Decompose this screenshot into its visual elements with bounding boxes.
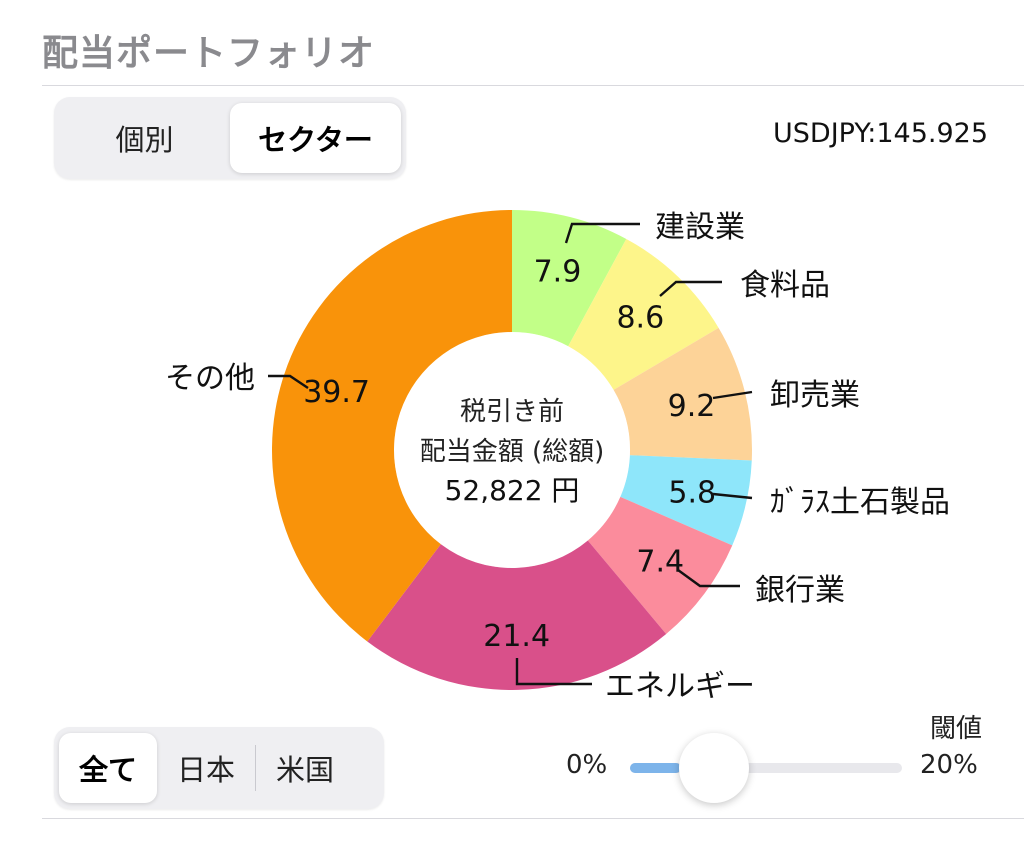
slice-sector-label: 建設業 (655, 210, 745, 245)
slice-4[interactable] (587, 496, 733, 634)
tab-individual[interactable]: 個別 (115, 123, 174, 157)
divider (255, 745, 256, 791)
leader-line (712, 390, 753, 400)
slice-value-label: 9.2 (668, 389, 716, 424)
tab-sector[interactable]: セクター (230, 103, 401, 173)
chart-center (410, 348, 614, 552)
divider (42, 818, 1024, 819)
slice-sector-label: 卸売業 (770, 378, 860, 413)
leader-line (268, 374, 309, 389)
slice-sector-label: 銀行業 (755, 573, 845, 608)
slice-sector-label: エネルギー (605, 669, 755, 704)
threshold-slider[interactable] (630, 733, 902, 803)
leader-line (712, 492, 753, 500)
leader-line (677, 569, 740, 588)
tab-all[interactable]: 全て (59, 733, 157, 803)
leader-line (564, 222, 640, 244)
slice-3[interactable] (620, 455, 752, 546)
slider-fill (630, 763, 681, 773)
slider-thumb[interactable] (679, 733, 750, 803)
slider-max-label: 20% (920, 750, 978, 780)
leader-line (659, 280, 722, 297)
slice-2[interactable] (613, 327, 752, 461)
slice-value-label: 8.6 (616, 301, 664, 336)
fx-rate: USDJPY:145.925 (773, 118, 988, 149)
slice-value-label: 39.7 (303, 375, 370, 410)
view-segmented-control: 個別 セクター (54, 97, 406, 179)
market-segmented-control: 全て 日本 米国 (54, 727, 384, 809)
threshold-label: 閾値 (930, 714, 983, 744)
slice-value-label: 5.8 (668, 475, 716, 510)
slice-sector-label: ｶﾞﾗｽ土石製品 (770, 485, 950, 520)
slice-value-label: 7.9 (534, 255, 582, 290)
tab-japan[interactable]: 日本 (176, 753, 235, 787)
slider-min-label: 0% (566, 750, 608, 780)
leader-line (515, 658, 592, 686)
slice-0[interactable] (512, 210, 627, 347)
page-title: 配当ポートフォリオ (42, 33, 376, 74)
slice-sector-label: その他 (165, 361, 255, 396)
slice-1[interactable] (568, 238, 719, 390)
slice-6[interactable] (271, 210, 512, 642)
slice-sector-label: 食料品 (740, 268, 830, 303)
slice-value-label: 21.4 (483, 619, 550, 654)
slice-5[interactable] (367, 540, 667, 691)
center-text-line1: 税引き前 (460, 397, 564, 427)
tab-us[interactable]: 米国 (275, 753, 334, 787)
slice-value-label: 7.4 (636, 545, 684, 580)
center-text-line2: 配当金額 (総額) (420, 437, 605, 467)
divider (42, 85, 1024, 86)
center-text-total: 52,822 円 (445, 474, 580, 507)
